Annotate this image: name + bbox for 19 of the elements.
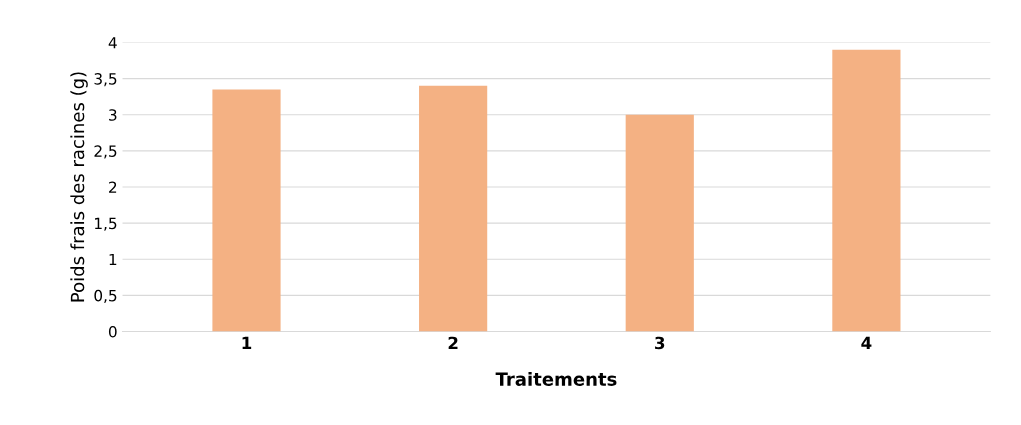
x-axis-title: Traitements	[495, 371, 617, 386]
y-tick-label: 1	[109, 253, 117, 266]
y-tick-label: 2	[109, 181, 117, 193]
bar	[625, 114, 694, 332]
bar	[832, 49, 901, 332]
y-tick-label: 3,5	[94, 73, 117, 87]
y-tick-label: 3	[109, 109, 117, 121]
y-tick-label: 0,5	[94, 289, 117, 303]
bar	[212, 89, 281, 332]
x-tick-label: 2	[448, 336, 458, 350]
y-tick-label: 2,5	[94, 145, 117, 159]
y-tick-label: 1,5	[95, 217, 117, 231]
y-tick-label: 4	[108, 37, 117, 49]
bar	[419, 85, 488, 332]
x-tick-label: 4	[861, 336, 872, 350]
x-tick-label: 1	[242, 336, 252, 350]
x-tick-label: 3	[655, 336, 665, 350]
y-tick-label: 0	[108, 325, 117, 338]
y-axis-title: Poids frais des racines (g)	[70, 72, 88, 302]
